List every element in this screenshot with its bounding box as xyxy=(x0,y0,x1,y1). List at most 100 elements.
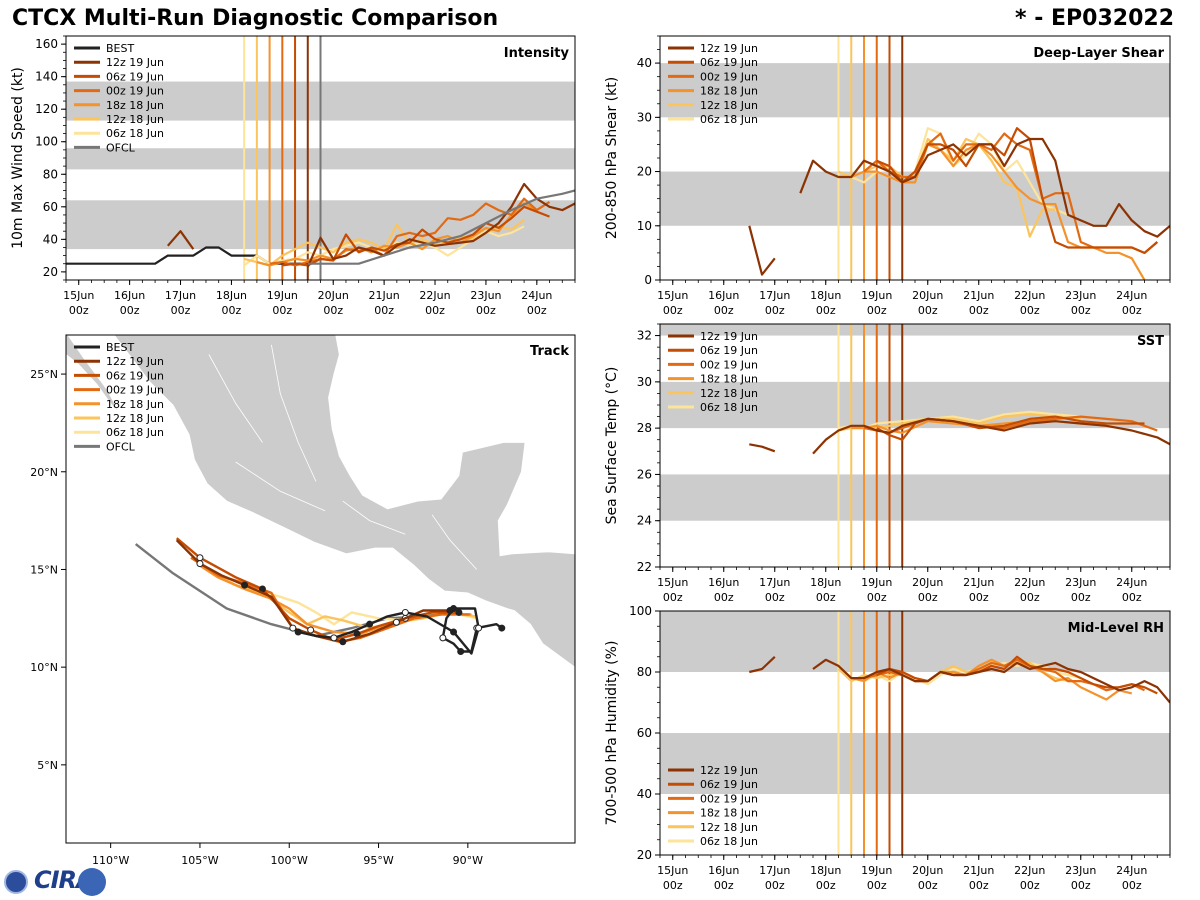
sst-legend-label: 06z 19 Jun xyxy=(700,344,758,357)
shear-legend-label: 06z 18 Jun xyxy=(700,113,758,126)
sst-ytick-label: 22 xyxy=(637,560,652,574)
panel-sst: 22 24 26 28 30 32 15Jun 00z 16Jun 00z 17Jun 00z 18Ju… xyxy=(604,323,1171,604)
sst-ylabel: Sea Surface Temp (°C) xyxy=(604,367,620,525)
sst-xtick-sub: 00z xyxy=(918,591,938,604)
rh-legend-label: 12z 18 Jun xyxy=(700,821,758,834)
sst-xtick-label: 16Jun xyxy=(708,576,739,589)
track-ytick-label: 25°N xyxy=(30,368,58,381)
sst-ytick-label: 28 xyxy=(637,421,652,435)
track-xtick-label: 110°W xyxy=(92,854,129,867)
rh-line-12z-19-jun xyxy=(749,656,1170,704)
intensity-line-ofcl xyxy=(307,189,575,265)
rh-xtick-label: 17Jun xyxy=(759,864,790,877)
rh-xtick-sub: 00z xyxy=(969,879,989,892)
shear-legend-label: 06z 19 Jun xyxy=(700,56,758,69)
intensity-legend-label: OFCL xyxy=(106,141,136,154)
shear-xtick-label: 17Jun xyxy=(759,289,790,302)
sst-legend-label: 12z 19 Jun xyxy=(700,330,758,343)
track-ytick-label: 20°N xyxy=(30,466,58,479)
sst-xtick-label: 19Jun xyxy=(861,576,892,589)
sst-xtick-sub: 00z xyxy=(1122,591,1142,604)
sst-xtick-sub: 00z xyxy=(714,591,734,604)
intensity-legend-label: 12z 19 Jun xyxy=(106,56,164,69)
shear-ytick-label: 40 xyxy=(637,56,652,70)
sst-xtick-sub: 00z xyxy=(1071,591,1091,604)
track-border-3 xyxy=(342,500,406,535)
intensity-xtick-label: 22Jun xyxy=(419,289,450,302)
track-legend-label: 00z 19 Jun xyxy=(106,384,164,397)
track-legend-label: 06z 19 Jun xyxy=(106,369,164,382)
track-xtick-label: 105°W xyxy=(181,854,218,867)
track-frame xyxy=(65,334,576,844)
panel-intensity: 20 40 60 80 100 120 140 160 15Jun 00z 16Jun 00z 17Ju… xyxy=(10,35,576,317)
intensity-xtick-sub: 00z xyxy=(527,304,547,317)
track-point-12z-19-jun xyxy=(339,638,347,646)
rh-xtick-sub: 00z xyxy=(1071,879,1091,892)
track-ytick-label: 15°N xyxy=(30,563,58,576)
intensity-ytick-label: 60 xyxy=(43,200,58,214)
shear-line-06z-19-jun xyxy=(876,127,1159,254)
shear-xtick-label: 22Jun xyxy=(1014,289,1045,302)
track-point-best xyxy=(401,608,409,616)
track-border-2 xyxy=(235,461,326,512)
track-ytick-label: 5°N xyxy=(37,759,58,772)
intensity-xtick-label: 17Jun xyxy=(165,289,196,302)
rh-series xyxy=(749,655,1170,704)
panel-rh: 20 40 60 80 100 15Jun 00z 16Jun 00z 17Jun 00z 18Jun… xyxy=(604,604,1171,892)
rh-legend-label: 06z 18 Jun xyxy=(700,835,758,848)
track-border-0 xyxy=(208,354,263,443)
panel-track: 110°W 105°W 100°W 95°W 90°W 5°N 10°N 15°N 20°N 25… xyxy=(30,334,576,867)
track-point-12z-19-jun xyxy=(241,581,249,589)
intensity-xtick-label: 24Jun xyxy=(521,289,552,302)
rh-xtick-label: 23Jun xyxy=(1065,864,1096,877)
shear-legend-label: 18z 18 Jun xyxy=(700,85,758,98)
track-legend-label: BEST xyxy=(106,341,134,354)
rh-ytick-label: 40 xyxy=(637,787,652,801)
intensity-ytick-label: 40 xyxy=(43,232,58,246)
track-point-best xyxy=(450,605,458,613)
shear-xtick-sub: 00z xyxy=(765,304,785,317)
intensity-line-12z-19-jun xyxy=(166,182,575,268)
intensity-xtick-sub: 00z xyxy=(476,304,496,317)
shear-xtick-label: 21Jun xyxy=(963,289,994,302)
rh-xtick-label: 19Jun xyxy=(861,864,892,877)
track-xtick-label: 100°W xyxy=(271,854,308,867)
shear-ytick-label: 10 xyxy=(637,219,652,233)
shear-ytick-label: 0 xyxy=(644,273,652,287)
rh-ytick-label: 100 xyxy=(629,604,652,618)
track-point-12z-19-jun xyxy=(392,618,400,626)
intensity-xtick-sub: 00z xyxy=(374,304,394,317)
shear-xtick-label: 15Jun xyxy=(657,289,688,302)
track-point-12z-19-jun xyxy=(289,624,297,632)
shear-band-1 xyxy=(660,63,1170,118)
shear-xtick-sub: 00z xyxy=(1020,304,1040,317)
rh-xtick-label: 18Jun xyxy=(810,864,841,877)
track-line-12z-19-jun xyxy=(175,539,450,643)
sst-xtick-label: 17Jun xyxy=(759,576,790,589)
intensity-legend-label: 06z 19 Jun xyxy=(106,70,164,83)
sst-xtick-label: 24Jun xyxy=(1116,576,1147,589)
rh-xtick-label: 15Jun xyxy=(657,864,688,877)
rh-xtick-sub: 00z xyxy=(714,879,734,892)
shear-xtick-label: 24Jun xyxy=(1116,289,1147,302)
track-legend-label: 18z 18 Jun xyxy=(106,398,164,411)
sst-band-0 xyxy=(660,474,1170,521)
track-point-06z-19-jun xyxy=(455,608,463,616)
rh-band-0 xyxy=(660,733,1170,794)
shear-ytick-label: 20 xyxy=(637,165,652,179)
intensity-xtick-label: 15Jun xyxy=(63,289,94,302)
shear-legend-label: 12z 19 Jun xyxy=(700,42,758,55)
intensity-xtick-sub: 00z xyxy=(171,304,191,317)
storm-id-title: * - EP032022 xyxy=(1015,6,1174,31)
track-xtick-label: 95°W xyxy=(363,854,393,867)
sst-legend-label: 06z 18 Jun xyxy=(700,401,758,414)
rh-legend-label: 18z 18 Jun xyxy=(700,807,758,820)
track-point-best xyxy=(498,624,506,632)
sst-xtick-sub: 00z xyxy=(969,591,989,604)
shear-xtick-label: 18Jun xyxy=(810,289,841,302)
rh-xtick-label: 22Jun xyxy=(1014,864,1045,877)
rh-xtick-sub: 00z xyxy=(1122,879,1142,892)
